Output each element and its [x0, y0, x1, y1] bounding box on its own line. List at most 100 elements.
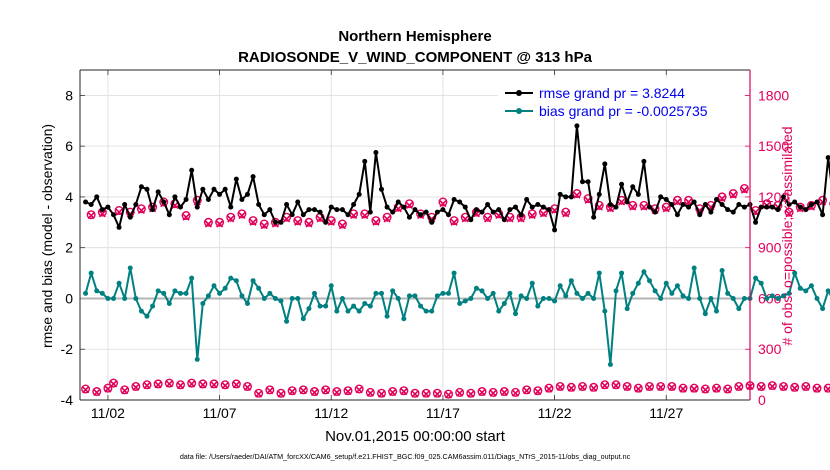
rmse-point [384, 204, 390, 210]
obs-possible-point [136, 204, 146, 214]
obs-assimilated-point [623, 383, 631, 391]
rmse-point [312, 207, 317, 213]
obs-possible-point [533, 386, 543, 396]
rmse-point [518, 212, 524, 218]
obs-possible-point [795, 202, 805, 212]
x-tick-label: 11/12 [314, 405, 348, 421]
bias-point [686, 295, 692, 301]
obs-possible-point [293, 216, 303, 226]
bias-point [334, 308, 340, 314]
obs-possible-point [410, 388, 420, 398]
rmse-point [607, 202, 613, 208]
obs-assimilated-point [467, 390, 475, 398]
bias-point [440, 290, 446, 296]
rmse-point [619, 181, 625, 187]
legend-label: rmse grand pr = 3.8244 [539, 85, 685, 101]
bias-point [552, 298, 558, 304]
rmse-point [406, 214, 412, 220]
x-tick-label: 11/17 [426, 405, 460, 421]
obs-assimilated-point [590, 384, 598, 392]
rmse-point [457, 199, 463, 205]
bias-point [451, 270, 457, 276]
rmse-point [390, 209, 396, 215]
y-axis-label: rmse and bias (model - observation) [39, 124, 55, 348]
bias-point [797, 285, 803, 291]
rmse-point [781, 194, 786, 200]
obs-assimilated-point [422, 390, 430, 398]
obs-assimilated-point [104, 385, 112, 393]
rmse-point [652, 209, 658, 215]
rmse-point [596, 191, 602, 197]
obs-assimilated-point [791, 384, 799, 392]
obs-possible-point [220, 380, 230, 390]
obs-possible-point [527, 209, 537, 219]
obs-assimilated-point [489, 389, 497, 397]
rmse-point [373, 150, 379, 155]
rmse-point [127, 214, 133, 220]
obs-possible-point [310, 387, 320, 397]
obs-assimilated-point [456, 389, 464, 397]
obs-assimilated-point [344, 387, 352, 396]
rmse-point [300, 212, 306, 218]
bias-point [122, 295, 128, 301]
obs-assimilated-point [132, 383, 140, 391]
rmse-point [245, 191, 250, 197]
rmse-point [451, 196, 457, 202]
bias-point [736, 306, 742, 312]
bias-point [345, 308, 351, 314]
obs-possible-point [404, 199, 414, 209]
rmse-point [278, 219, 284, 225]
obs-possible-point [421, 388, 431, 398]
obs-assimilated-point [824, 385, 830, 393]
obs-assimilated-point [511, 389, 520, 397]
bias-point [781, 293, 786, 299]
obs-assimilated-point [612, 382, 620, 390]
rmse-point [663, 196, 669, 202]
bias-point [233, 278, 239, 284]
rmse-point [412, 207, 418, 213]
bias-point [468, 295, 474, 301]
obs-possible-point [298, 385, 308, 395]
bias-point [105, 295, 111, 301]
obs-assimilated-point [634, 385, 642, 393]
obs-assimilated-point [802, 383, 810, 391]
rmse-point [479, 209, 485, 215]
obs-possible-point [739, 183, 749, 193]
bias-point [825, 288, 830, 294]
obs-assimilated-point [618, 198, 626, 206]
bias-point [390, 288, 396, 294]
y2-axis-label: # of obs: o=possible; ×=assimilated [779, 126, 795, 345]
rmse-point [624, 199, 630, 205]
rmse-point [741, 204, 747, 210]
rmse-point [513, 204, 518, 210]
bias-point [714, 308, 719, 314]
obs-possible-point [226, 212, 236, 222]
rmse-point [267, 207, 273, 213]
obs-possible-point [108, 378, 118, 388]
rmse-point [758, 204, 764, 210]
rmse-point [702, 202, 708, 208]
obs-assimilated-point [372, 218, 380, 226]
obs-assimilated-point [204, 220, 212, 228]
rmse-point [172, 194, 178, 200]
obs-possible-point [801, 381, 811, 391]
obs-assimilated-point [350, 211, 358, 220]
rmse-point [233, 176, 239, 182]
bias-point [228, 275, 234, 281]
bias-point [434, 293, 440, 299]
rmse-point [194, 204, 200, 210]
obs-assimilated-point [260, 222, 268, 230]
y2-tick-label: 1800 [758, 87, 789, 103]
obs-assimilated-point [115, 208, 123, 216]
obs-possible-point [823, 383, 830, 393]
obs-possible-point [371, 216, 381, 226]
bias-point [194, 356, 200, 362]
obs-assimilated-point [109, 380, 118, 388]
obs-assimilated-point [517, 215, 525, 223]
obs-possible-point [790, 382, 800, 392]
obs-assimilated-point [444, 391, 453, 399]
legend-marker [516, 108, 522, 114]
bias-point [602, 308, 608, 314]
obs-assimilated-point [232, 381, 240, 389]
